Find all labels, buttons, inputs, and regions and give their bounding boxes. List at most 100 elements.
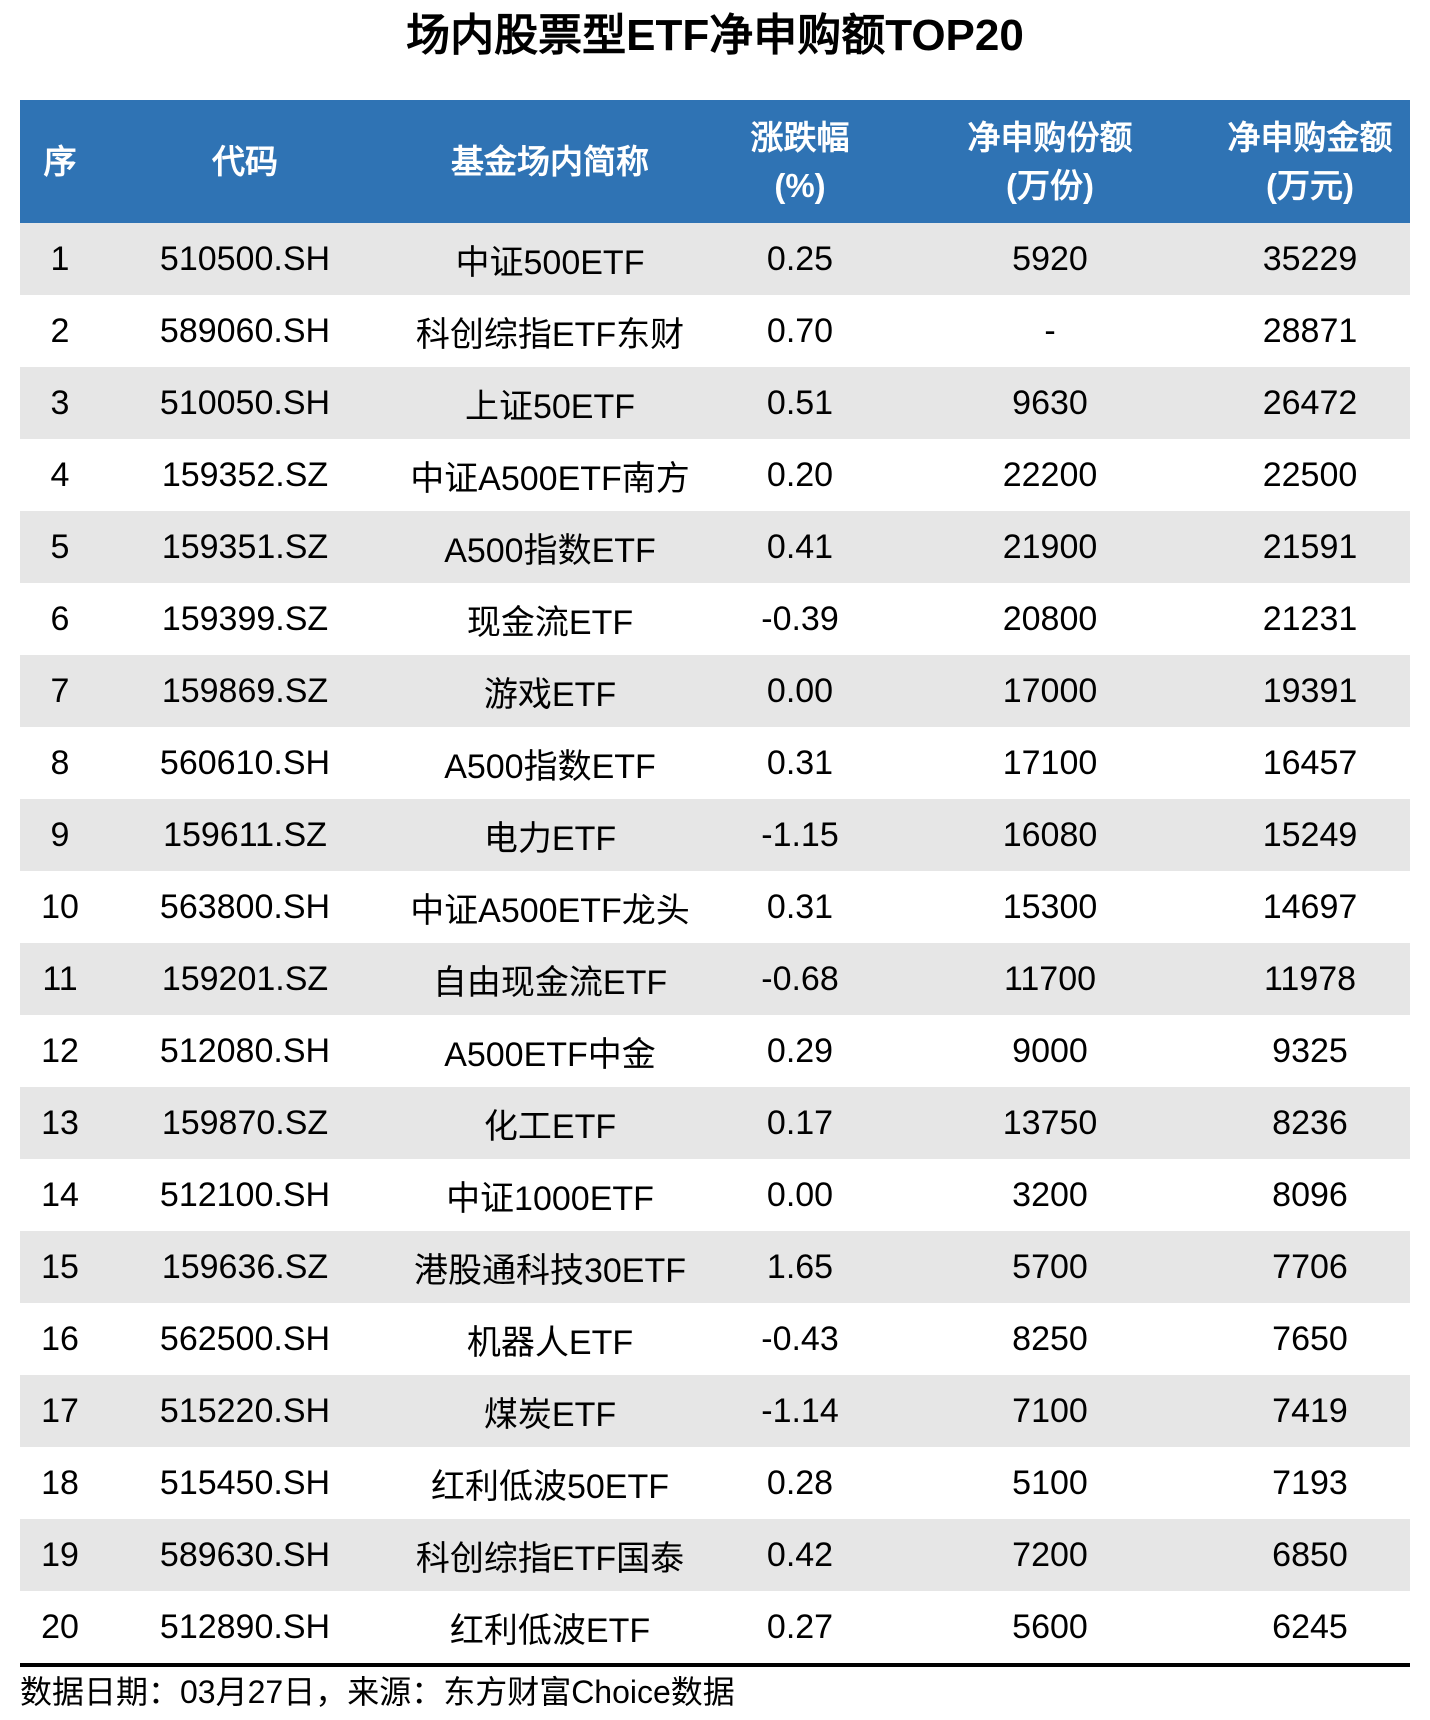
cell-fund-name: 中证500ETF [455,243,645,282]
cell-fund-name: A500指数ETF [444,747,656,786]
cell-net-subscription-amount: 16457 [1262,743,1358,782]
cell-change-pct: 0.20 [766,455,834,494]
cell-rank: 17 [41,1391,79,1430]
cell-change-pct: 0.31 [766,743,834,782]
header-label: 基金场内简称 [451,142,649,180]
cell-rank: 4 [50,455,70,494]
cell-code: 515220.SH [159,1391,331,1430]
cell-code: 159870.SZ [161,1103,329,1142]
cell-net-subscription-amount: 6850 [1272,1535,1348,1574]
cell-net-subscription-shares: 17000 [1002,671,1098,710]
cell-change-pct: 0.51 [766,383,834,422]
cell-rank: 20 [41,1607,79,1646]
cell-fund-name: 机器人ETF [466,1323,634,1362]
header-label: 净申购金额 [1227,118,1393,156]
cell-net-subscription-shares: 17100 [1002,743,1098,782]
header-sublabel: (%) [774,166,826,204]
cell-code: 589060.SH [159,311,331,350]
header-sublabel: (万份) [1006,166,1094,204]
cell-net-subscription-shares: 5700 [1012,1247,1088,1286]
cell-change-pct: -1.15 [761,815,839,854]
cell-change-pct: -1.14 [761,1391,839,1430]
header-label: 涨跌幅 [750,118,850,156]
table-row: 15 159636.SZ 港股通科技30ETF 1.65 5700 7706 [20,1231,1410,1303]
table-header-row: 序 代码 基金场内简称 涨跌幅 (%) 净申购份额 (万份) 净申购金额 (万元) [20,100,1410,223]
cell-rank: 9 [50,815,70,854]
cell-fund-name: 科创综指ETF东财 [415,315,685,354]
cell-code: 159352.SZ [161,455,329,494]
cell-net-subscription-shares: - [1044,311,1056,350]
cell-rank: 14 [41,1175,79,1214]
cell-net-subscription-shares: 5920 [1012,239,1088,278]
cell-code: 159611.SZ [163,815,327,854]
cell-code: 159351.SZ [161,527,329,566]
cell-code: 562500.SH [159,1319,331,1358]
cell-net-subscription-shares: 22200 [1002,455,1098,494]
cell-rank: 1 [50,239,70,278]
etf-net-subscription-table: 序 代码 基金场内简称 涨跌幅 (%) 净申购份额 (万份) 净申购金额 (万元) 1… [20,100,1410,1663]
header-cell-net-shares: 净申购份额 (万份) [890,118,1210,206]
cell-fund-name: 中证A500ETF龙头 [410,891,690,930]
cell-rank: 18 [41,1463,79,1502]
cell-net-subscription-shares: 3200 [1012,1175,1088,1214]
cell-fund-name: 上证50ETF [464,387,636,426]
cell-code: 560610.SH [159,743,331,782]
cell-fund-name: 自由现金流ETF [432,963,668,1002]
header-cell-fund-name: 基金场内简称 [390,142,710,182]
page-title: 场内股票型ETF净申购额TOP20 [406,11,1024,60]
cell-fund-name: 煤炭ETF [483,1395,617,1434]
cell-code: 159201.SZ [161,959,329,998]
cell-net-subscription-amount: 19391 [1262,671,1358,710]
cell-net-subscription-shares: 15300 [1002,887,1098,926]
cell-code: 159869.SZ [161,671,329,710]
cell-net-subscription-shares: 5600 [1012,1607,1088,1646]
cell-net-subscription-amount: 7193 [1272,1463,1348,1502]
table-body: 1 510500.SH 中证500ETF 0.25 5920 35229 2 5… [20,223,1410,1663]
cell-code: 512890.SH [159,1607,331,1646]
cell-net-subscription-amount: 11978 [1263,959,1357,998]
cell-net-subscription-amount: 6245 [1272,1607,1348,1646]
cell-change-pct: -0.43 [761,1319,839,1358]
cell-net-subscription-amount: 15249 [1262,815,1358,854]
table-row: 14 512100.SH 中证1000ETF 0.00 3200 8096 [20,1159,1410,1231]
cell-fund-name: 港股通科技30ETF [413,1251,687,1290]
cell-code: 159636.SZ [161,1247,329,1286]
cell-rank: 5 [50,527,70,566]
cell-change-pct: 1.65 [766,1247,834,1286]
table-row: 13 159870.SZ 化工ETF 0.17 13750 8236 [20,1087,1410,1159]
cell-fund-name: 游戏ETF [483,675,617,714]
table-row: 19 589630.SH 科创综指ETF国泰 0.42 7200 6850 [20,1519,1410,1591]
table-row: 7 159869.SZ 游戏ETF 0.00 17000 19391 [20,655,1410,727]
cell-change-pct: 0.41 [766,527,834,566]
cell-change-pct: 0.17 [766,1103,834,1142]
cell-net-subscription-amount: 21591 [1262,527,1358,566]
header-label: 代码 [212,142,278,180]
cell-net-subscription-amount: 9325 [1272,1031,1348,1070]
header-label: 序 [43,142,77,180]
cell-change-pct: 0.70 [766,311,834,350]
cell-code: 512080.SH [159,1031,331,1070]
header-label: 净申购份额 [967,118,1133,156]
cell-code: 589630.SH [159,1535,331,1574]
cell-net-subscription-amount: 14697 [1262,887,1358,926]
cell-rank: 16 [41,1319,79,1358]
table-row: 18 515450.SH 红利低波50ETF 0.28 5100 7193 [20,1447,1410,1519]
cell-rank: 19 [41,1535,79,1574]
header-cell-net-amount: 净申购金额 (万元) [1210,118,1410,206]
cell-net-subscription-amount: 8096 [1272,1175,1348,1214]
cell-net-subscription-amount: 8236 [1272,1103,1348,1142]
data-source-note: 数据日期：03月27日，来源：东方财富Choice数据 [20,1674,735,1710]
cell-rank: 8 [50,743,70,782]
cell-change-pct: 0.25 [766,239,834,278]
cell-net-subscription-amount: 7706 [1272,1247,1348,1286]
table-row: 6 159399.SZ 现金流ETF -0.39 20800 21231 [20,583,1410,655]
cell-net-subscription-amount: 28871 [1262,311,1358,350]
cell-net-subscription-shares: 13750 [1002,1103,1098,1142]
cell-net-subscription-amount: 35229 [1262,239,1358,278]
cell-change-pct: 0.00 [766,671,834,710]
cell-fund-name: 现金流ETF [466,603,634,642]
cell-fund-name: 科创综指ETF国泰 [415,1539,685,1578]
table-row: 11 159201.SZ 自由现金流ETF -0.68 11700 11978 [20,943,1410,1015]
cell-net-subscription-amount: 21231 [1262,599,1358,638]
cell-net-subscription-amount: 22500 [1262,455,1358,494]
